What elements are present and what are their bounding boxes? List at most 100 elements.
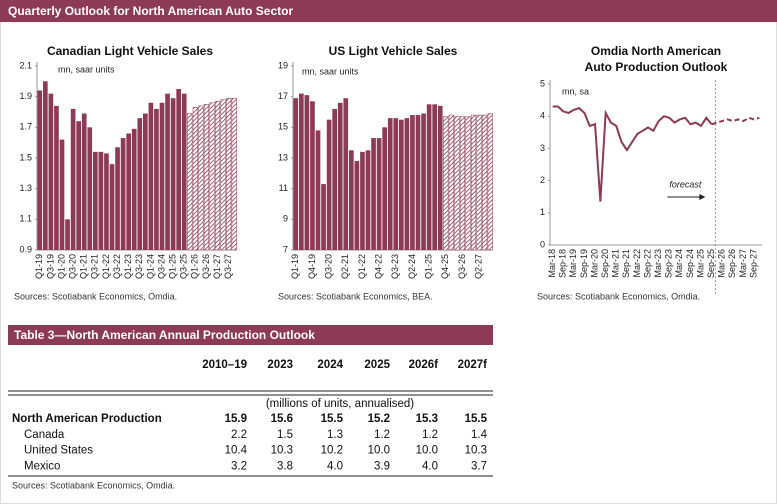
- bar: [187, 113, 193, 251]
- table-cell: 10.0: [368, 445, 390, 457]
- table-cell: 2.2: [231, 429, 247, 441]
- x-tick-label: Q1-26: [190, 254, 200, 279]
- bar: [54, 105, 59, 250]
- table-row-label: North American Production: [12, 413, 162, 425]
- x-tick-label: Sep-24: [685, 249, 695, 278]
- x-tick-label: Mar-24: [674, 249, 684, 278]
- x-tick-label: Q1-19: [34, 254, 44, 279]
- table-cell: 10.3: [271, 445, 293, 457]
- bar: [70, 108, 76, 250]
- bar: [165, 93, 170, 250]
- table-cell: 10.3: [465, 445, 487, 457]
- bar: [459, 116, 466, 251]
- y-tick-label: 1.5: [19, 152, 32, 162]
- x-tick-label: Q1-24: [145, 254, 155, 279]
- y-tick-label: 2: [540, 175, 545, 185]
- y-tick-label: 1.9: [19, 91, 32, 101]
- table-column-header: 2026f: [409, 359, 439, 371]
- x-tick-label: Q1-22: [357, 254, 367, 279]
- bar: [371, 138, 376, 250]
- bar: [487, 113, 493, 251]
- chart-source: Sources: Scotiabank Economics, Omdia.: [537, 291, 700, 301]
- bar: [65, 219, 70, 250]
- bar: [120, 138, 126, 250]
- table-row-label: Canada: [24, 429, 65, 441]
- bar: [293, 98, 299, 250]
- bar: [432, 104, 437, 250]
- table-cell: 10.4: [225, 445, 248, 457]
- x-tick-label: Q1-25: [423, 254, 433, 279]
- bar: [448, 114, 454, 251]
- x-tick-label: Q3-23: [390, 254, 400, 279]
- x-tick-label: Sep-22: [642, 249, 652, 278]
- bar: [382, 127, 387, 250]
- y-tick-label: 1: [540, 207, 545, 217]
- bar: [465, 116, 471, 251]
- bar: [37, 90, 43, 251]
- bar: [404, 118, 410, 250]
- table-cell: 3.8: [277, 460, 293, 472]
- x-tick-label: Q3-20: [323, 254, 333, 279]
- table-cell: 1.5: [277, 429, 293, 441]
- x-tick-label: Q1-20: [56, 254, 66, 279]
- table-cell: 15.2: [368, 413, 390, 425]
- bar: [321, 184, 326, 250]
- table-row-label: United States: [24, 445, 93, 457]
- bar: [109, 164, 115, 250]
- x-tick-label: Mar-26: [717, 249, 727, 278]
- bar: [76, 121, 81, 250]
- bar: [81, 113, 87, 251]
- y-tick-label: 13: [278, 152, 288, 162]
- table-title: Table 3—North American Annual Production…: [14, 328, 315, 342]
- x-tick-label: Q1-27: [212, 254, 222, 279]
- bar: [209, 102, 215, 251]
- chart-title: Canadian Light Vehicle Sales: [47, 44, 213, 58]
- x-tick-label: Q1-19: [290, 254, 300, 279]
- table-cell: 15.5: [321, 413, 344, 425]
- line: [711, 116, 760, 126]
- table-cell: 15.9: [225, 413, 247, 425]
- bar: [137, 118, 143, 250]
- chart-title: Omdia North American: [591, 44, 721, 58]
- x-tick-label: Mar-18: [547, 249, 557, 278]
- forecast-arrowhead: [699, 194, 706, 200]
- y-tick-label: 15: [278, 122, 288, 132]
- x-tick-label: Mar-21: [611, 249, 621, 278]
- x-tick-label: Q3-20: [67, 254, 77, 279]
- bar: [104, 153, 109, 250]
- bar: [181, 93, 187, 250]
- bar: [59, 139, 65, 250]
- bar: [304, 95, 310, 250]
- x-tick-label: Q3-26: [201, 254, 211, 279]
- x-tick-label: Q4-19: [307, 254, 317, 279]
- bar: [98, 151, 104, 250]
- x-tick-label: Q3-23: [134, 254, 144, 279]
- chart-title: Auto Production Outlook: [585, 60, 728, 74]
- x-tick-label: Sep-25: [706, 249, 716, 278]
- x-tick-label: Q3-21: [90, 254, 100, 279]
- x-tick-label: Q3-24: [156, 254, 166, 279]
- table-cell: 3.7: [471, 460, 487, 472]
- x-tick-label: Q3-19: [45, 254, 55, 279]
- chart-title: US Light Vehicle Sales: [329, 44, 458, 58]
- x-tick-label: Sep-18: [558, 249, 568, 278]
- table-source: Sources: Scotiabank Economics, Omdia.: [12, 480, 175, 490]
- y-tick-label: 3: [540, 143, 545, 153]
- bar: [143, 113, 148, 251]
- table-cell: 15.6: [271, 413, 293, 425]
- y-tick-label: 7: [283, 244, 288, 254]
- y-unit-label: mn, saar units: [302, 66, 359, 76]
- bar: [214, 101, 221, 251]
- table-cell: 1.2: [422, 429, 438, 441]
- bar: [93, 151, 98, 250]
- x-tick-label: Q2-27: [473, 254, 483, 279]
- x-tick-label: Mar-22: [632, 249, 642, 278]
- header-bar: [0, 0, 777, 22]
- bar: [360, 151, 365, 250]
- bar: [299, 93, 304, 250]
- table-column-header: 2010–19: [202, 359, 247, 371]
- bar: [421, 113, 426, 251]
- bar: [231, 97, 237, 251]
- bar: [476, 114, 482, 251]
